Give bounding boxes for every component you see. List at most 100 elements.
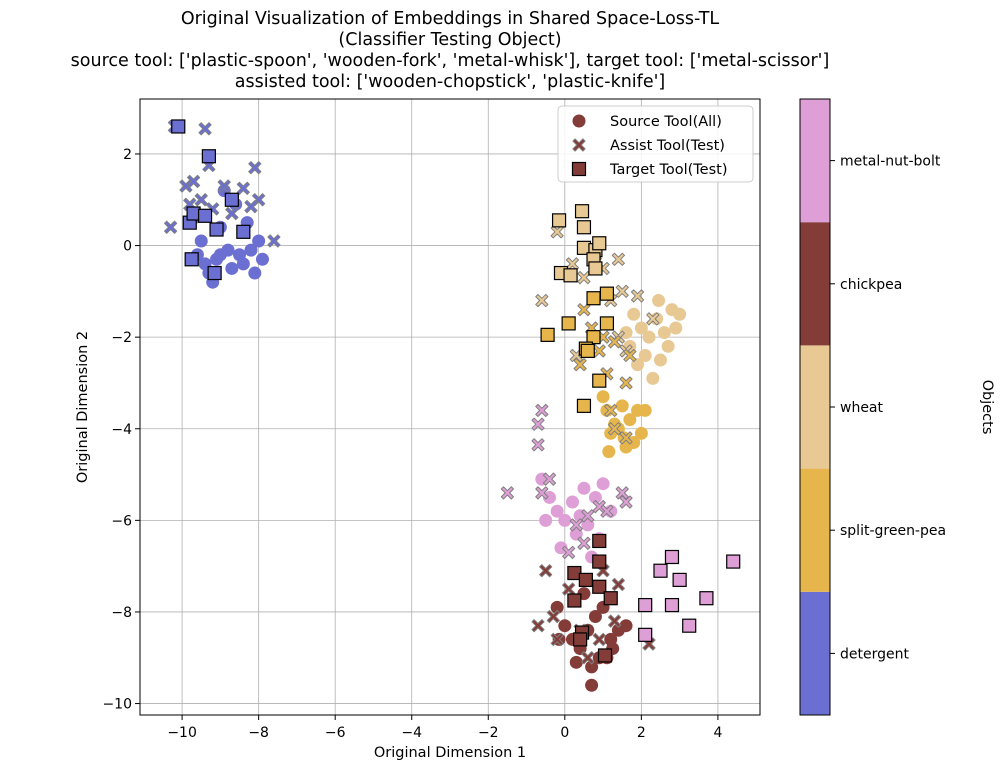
assist-point xyxy=(186,174,201,189)
source-point xyxy=(596,390,610,404)
assist-point xyxy=(194,193,208,207)
x-tick-label: 4 xyxy=(713,725,722,741)
legend-marker-x xyxy=(572,138,586,152)
x-tick-label: −6 xyxy=(325,725,346,741)
target-point xyxy=(672,572,687,587)
y-tick-label: 0 xyxy=(123,239,132,255)
assist-point xyxy=(646,312,660,326)
assist-point xyxy=(577,271,591,285)
colorbar-segment xyxy=(800,345,830,469)
assist-point xyxy=(535,486,549,500)
y-axis-ticks: −10 −8 −6 −4 −2 0 2 xyxy=(102,147,140,713)
assist-point xyxy=(531,619,545,633)
y-tick-label: −2 xyxy=(111,330,132,346)
data-points xyxy=(164,119,741,692)
assist-point xyxy=(225,206,239,221)
legend-marker-circle xyxy=(572,114,586,128)
target-point xyxy=(197,208,213,223)
legend-label: Assist Tool(Test) xyxy=(610,138,725,154)
assist-point xyxy=(562,582,576,596)
series-square xyxy=(171,119,741,663)
assist-point xyxy=(607,614,622,628)
target-point xyxy=(561,316,576,331)
target-point xyxy=(664,597,680,613)
assist-point xyxy=(535,403,549,418)
target-point xyxy=(224,192,239,207)
source-point xyxy=(627,307,641,321)
grid xyxy=(140,99,760,715)
source-point xyxy=(569,655,583,669)
assist-point xyxy=(267,234,281,248)
assist-point xyxy=(619,431,633,445)
chart-title: Original Visualization of Embeddings in … xyxy=(71,9,830,92)
target-point xyxy=(184,252,199,267)
target-point xyxy=(603,591,618,606)
target-point xyxy=(592,373,607,388)
y-tick-label: −6 xyxy=(111,513,132,529)
colorbar-frame xyxy=(799,98,831,716)
assist-point xyxy=(550,632,564,647)
x-tick-label: −2 xyxy=(478,725,499,741)
legend-label: Target Tool(Test) xyxy=(609,162,728,178)
source-point xyxy=(210,252,224,266)
x-tick-label: −8 xyxy=(248,725,269,741)
target-point xyxy=(540,327,555,342)
assist-point xyxy=(500,486,515,500)
target-point xyxy=(599,286,615,301)
target-point xyxy=(567,593,582,608)
source-point xyxy=(558,619,572,633)
assist-point xyxy=(244,200,258,214)
target-point xyxy=(171,119,186,134)
title-line: source tool: ['plastic-spoon', 'wooden-f… xyxy=(71,51,830,71)
source-point xyxy=(244,243,258,257)
source-point xyxy=(673,307,687,321)
colorbar-label: Objects xyxy=(979,380,995,435)
assist-point xyxy=(577,303,591,317)
source-point xyxy=(646,371,660,385)
assist-point xyxy=(581,651,595,665)
colorbar-tick-label: metal-nut-bolt xyxy=(840,154,941,170)
assist-point xyxy=(592,632,606,647)
source-point xyxy=(661,339,675,353)
assist-point xyxy=(217,179,231,193)
x-tick-label: 0 xyxy=(560,725,569,741)
assist-point xyxy=(248,161,262,175)
target-point xyxy=(588,261,603,276)
source-point xyxy=(638,348,652,362)
source-point xyxy=(596,477,610,491)
target-point xyxy=(586,291,601,306)
target-point xyxy=(573,632,588,647)
source-point xyxy=(558,513,572,527)
x-tick-label: 2 xyxy=(637,725,646,741)
source-point xyxy=(225,261,239,275)
source-point xyxy=(588,610,602,624)
assist-point xyxy=(550,225,564,239)
colorbar-tick-label: detergent xyxy=(840,646,909,662)
title-line: Original Visualization of Embeddings in … xyxy=(181,9,720,29)
assist-point xyxy=(623,348,637,363)
target-point xyxy=(207,265,222,281)
assist-point xyxy=(611,577,625,592)
y-tick-label: −4 xyxy=(111,422,132,438)
source-point xyxy=(669,321,683,335)
legend-box xyxy=(557,105,754,183)
target-point xyxy=(592,554,607,569)
target-point xyxy=(638,627,653,642)
source-point xyxy=(634,426,648,440)
source-point xyxy=(221,243,235,257)
legend-marker-square xyxy=(571,161,587,177)
target-point xyxy=(201,149,216,164)
assist-point xyxy=(535,293,549,308)
assist-point xyxy=(565,257,580,271)
target-point xyxy=(638,597,653,613)
target-point xyxy=(563,268,578,283)
series-x xyxy=(164,119,660,665)
assist-point xyxy=(198,122,212,136)
target-point xyxy=(592,579,607,594)
assist-point xyxy=(179,179,193,193)
source-point xyxy=(255,252,269,266)
colorbar-tick-label: split-green-pea xyxy=(840,523,946,539)
target-point xyxy=(551,213,567,228)
assist-point xyxy=(531,438,545,452)
target-point xyxy=(236,224,251,239)
